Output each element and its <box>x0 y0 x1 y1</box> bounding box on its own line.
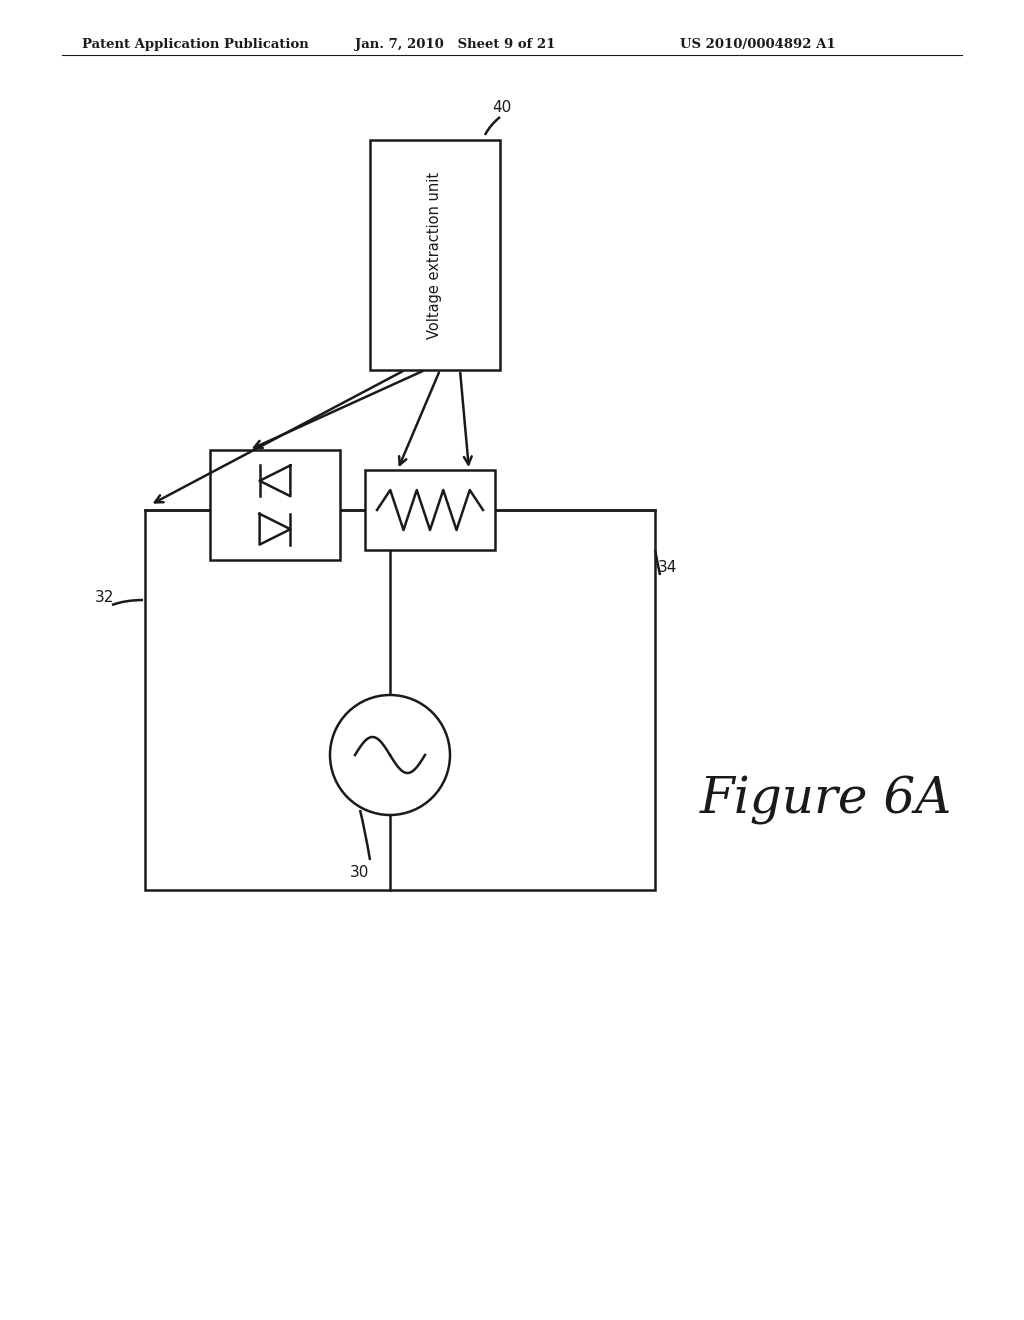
Text: Jan. 7, 2010   Sheet 9 of 21: Jan. 7, 2010 Sheet 9 of 21 <box>355 38 555 51</box>
Text: Figure 6A: Figure 6A <box>700 775 952 825</box>
Text: 32: 32 <box>95 590 115 605</box>
Text: Patent Application Publication: Patent Application Publication <box>82 38 309 51</box>
Bar <box>210 450 340 560</box>
Text: 30: 30 <box>350 865 370 880</box>
Text: Voltage extraction unit: Voltage extraction unit <box>427 172 442 338</box>
Text: 34: 34 <box>658 560 677 576</box>
Bar <box>145 510 655 890</box>
Text: US 2010/0004892 A1: US 2010/0004892 A1 <box>680 38 836 51</box>
Bar <box>365 470 495 550</box>
Bar <box>370 140 500 370</box>
Circle shape <box>330 696 450 814</box>
Text: 40: 40 <box>492 100 511 115</box>
